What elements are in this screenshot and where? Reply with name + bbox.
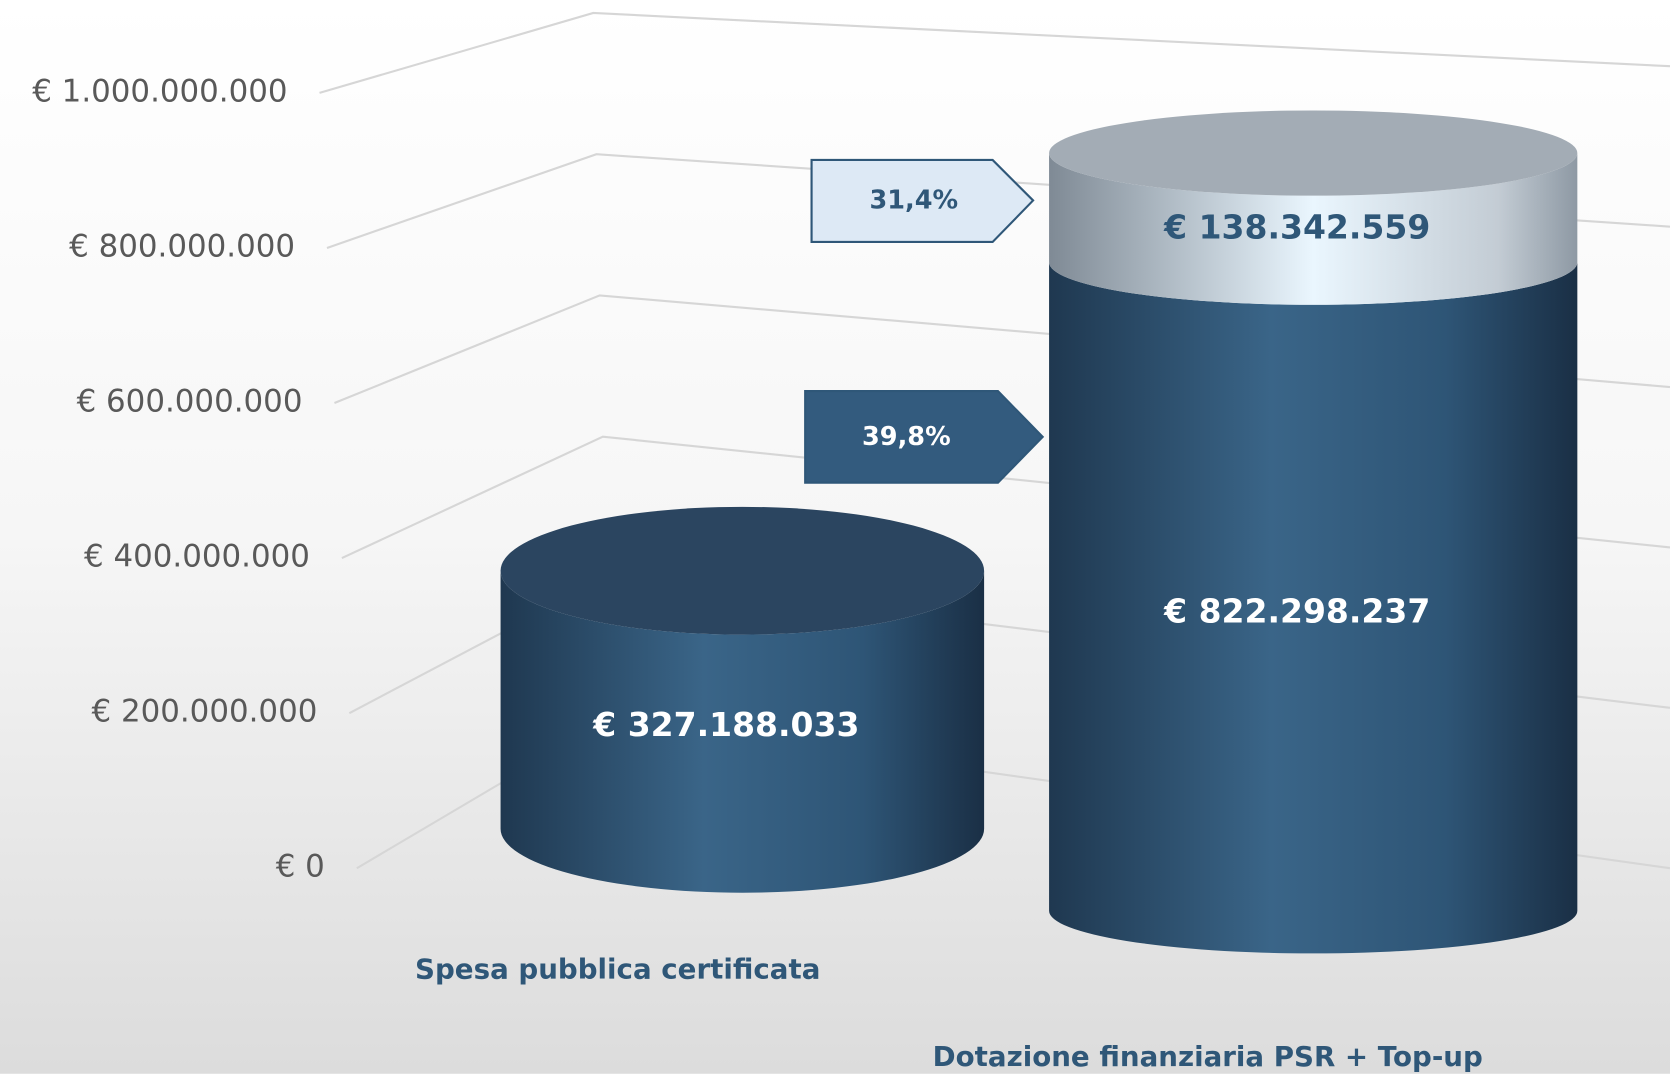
callout	[810, 158, 1035, 244]
cylinder-top	[500, 506, 985, 635]
x-tick-label: Spesa pubblica certificata	[415, 952, 820, 985]
cylinder-segment	[1049, 153, 1578, 305]
cylinder-segment	[500, 570, 985, 893]
y-tick-label: € 1.000.000.000	[32, 73, 287, 109]
callout	[804, 390, 1045, 484]
annotation: 39,8%	[862, 422, 951, 452]
y-tick-label: € 400.000.000	[84, 539, 310, 575]
value-label: € 327.188.033	[592, 705, 859, 744]
annotation: 31,4%	[869, 186, 958, 216]
cylinder-top	[1049, 110, 1578, 196]
y-tick-label: € 200.000.000	[91, 694, 317, 730]
value-label: € 138.342.559	[1163, 207, 1430, 246]
cylinder-segment	[1049, 262, 1578, 954]
value-label: € 822.298.237	[1163, 592, 1430, 631]
y-tick-label: € 600.000.000	[77, 384, 303, 420]
bars: Spesa pubblica certificata € 327.188.033 D…	[415, 110, 1578, 1073]
y-tick-label: € 0	[276, 849, 325, 885]
grid-line	[319, 11, 1670, 94]
x-tick-label: Dotazione finanziaria PSR + Top-up	[933, 1040, 1483, 1073]
y-tick-label: € 800.000.000	[69, 228, 295, 264]
